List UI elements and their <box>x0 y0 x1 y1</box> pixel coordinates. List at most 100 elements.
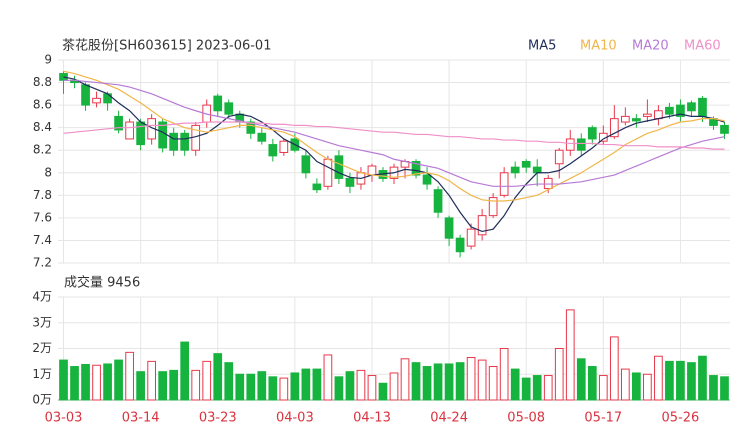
volume-bar <box>92 364 101 401</box>
candle-body <box>654 110 663 120</box>
y-tick-label: 8.6 <box>33 98 52 112</box>
candle-body <box>246 121 256 134</box>
volume-bar <box>687 362 696 401</box>
ma-line <box>63 121 725 150</box>
y-tick-label: 7.2 <box>33 256 52 270</box>
volume-bar <box>334 376 344 401</box>
candle-body <box>301 155 311 174</box>
volume-bar <box>654 355 663 401</box>
candle-body <box>455 237 465 253</box>
volume-bar <box>114 359 123 401</box>
candle-body <box>720 124 729 134</box>
volume-bar <box>709 375 718 401</box>
volume-bar <box>422 366 432 401</box>
volume-bar <box>323 354 333 401</box>
volume-bar <box>565 309 575 401</box>
candle-body <box>510 166 520 174</box>
volume-bar <box>301 368 311 401</box>
legend-label: MA10 <box>580 39 617 54</box>
candle-body <box>444 217 454 239</box>
candle-body <box>411 161 421 176</box>
volume-bar <box>698 355 707 401</box>
candle-body <box>81 84 90 106</box>
candle-body <box>488 197 498 217</box>
y-tick-label: 8.8 <box>33 75 52 89</box>
x-tick-label: 04-24 <box>430 411 468 426</box>
volume-bar <box>477 359 487 401</box>
volume-bar <box>598 375 608 401</box>
x-tick-label: 03-03 <box>45 411 83 426</box>
volume-bar <box>433 363 443 401</box>
y-tick-label: 9 <box>44 53 52 67</box>
volume-bar <box>268 376 278 401</box>
volume-bar <box>554 348 564 401</box>
volume-bar <box>609 336 619 401</box>
candle-body <box>180 132 190 151</box>
candle-body <box>499 172 509 196</box>
x-tick-label: 04-13 <box>353 411 391 426</box>
y-tick-label: 1万 <box>32 367 52 381</box>
y-tick-label: 4万 <box>32 290 52 304</box>
legend-label: MA60 <box>684 39 721 54</box>
volume-bar <box>643 373 652 401</box>
candle-body <box>257 132 267 142</box>
candle-body <box>687 102 696 112</box>
x-tick-label: 03-14 <box>122 411 160 426</box>
volume-bar <box>136 371 145 401</box>
candle-body <box>609 118 619 138</box>
volume-bar <box>499 348 509 401</box>
legend-label: MA20 <box>632 39 669 54</box>
y-tick-label: 2万 <box>32 341 52 355</box>
candle-body <box>698 97 707 117</box>
candle-body <box>92 97 101 104</box>
ma-line <box>63 76 725 233</box>
candle-body <box>565 138 575 151</box>
volume-bar <box>488 366 498 401</box>
volume-bar <box>466 357 476 401</box>
volume-bar <box>70 366 79 401</box>
volume-bar <box>676 360 685 401</box>
volume-bar <box>620 368 630 401</box>
candle-body <box>665 106 674 115</box>
volume-bar <box>378 382 388 401</box>
volume-bar <box>147 360 156 401</box>
volume-bar <box>125 351 134 401</box>
volume-bar <box>400 358 410 401</box>
x-tick-label: 03-23 <box>199 411 237 426</box>
legend-label: MA5 <box>528 39 556 54</box>
volume-bar <box>345 371 355 401</box>
volume-bar <box>81 363 90 401</box>
y-tick-label: 7.4 <box>33 233 52 247</box>
candle-body <box>169 132 179 151</box>
volume-bar <box>191 369 201 401</box>
volume-bar <box>411 362 421 401</box>
y-tick-label: 8 <box>44 165 52 179</box>
candle-body <box>345 177 355 187</box>
volume-bar <box>257 371 267 401</box>
candle-body <box>323 158 333 187</box>
volume-bar <box>202 360 212 401</box>
volume-bar <box>246 373 256 401</box>
candle-body <box>59 73 68 81</box>
candle-body <box>554 149 564 165</box>
x-tick-label: 04-03 <box>276 411 314 426</box>
ma-line <box>63 70 725 202</box>
candle-body <box>632 118 641 122</box>
candle-body <box>312 183 322 191</box>
volume-bar <box>213 353 223 401</box>
volume-bar <box>665 360 674 401</box>
volume-bar <box>356 369 366 401</box>
candle-body <box>477 215 487 236</box>
volume-bar <box>312 368 322 401</box>
volume-title: 成交量 9456 <box>64 275 140 291</box>
volume-bar <box>632 372 641 401</box>
y-tick-label: 8.2 <box>33 143 52 157</box>
candle-body <box>125 121 134 140</box>
volume-bar <box>455 362 465 401</box>
volume-bar <box>279 377 289 401</box>
candle-body <box>334 155 344 179</box>
candle-body <box>521 161 531 168</box>
candle-body <box>103 93 112 104</box>
volume-bar <box>587 366 597 401</box>
